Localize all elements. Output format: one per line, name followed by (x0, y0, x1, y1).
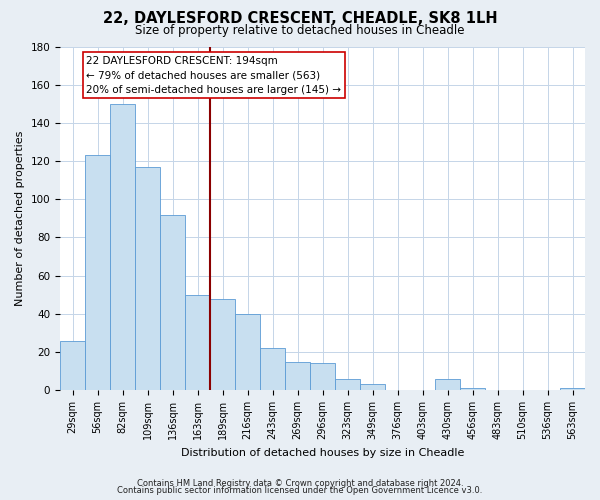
Bar (310, 364, 335, 390)
Bar (285, 362, 310, 390)
Bar (360, 384, 385, 390)
Bar (160, 214, 185, 390)
Bar (185, 294, 210, 390)
Bar (60, 340, 85, 390)
Text: Contains public sector information licensed under the Open Government Licence v3: Contains public sector information licen… (118, 486, 482, 495)
Bar (435, 378, 460, 390)
Bar (560, 388, 585, 390)
Bar (460, 388, 485, 390)
Bar (110, 104, 135, 390)
Text: Contains HM Land Registry data © Crown copyright and database right 2024.: Contains HM Land Registry data © Crown c… (137, 478, 463, 488)
Text: 22, DAYLESFORD CRESCENT, CHEADLE, SK8 1LH: 22, DAYLESFORD CRESCENT, CHEADLE, SK8 1L… (103, 11, 497, 26)
X-axis label: Distribution of detached houses by size in Cheadle: Distribution of detached houses by size … (181, 448, 464, 458)
Text: 22 DAYLESFORD CRESCENT: 194sqm
← 79% of detached houses are smaller (563)
20% of: 22 DAYLESFORD CRESCENT: 194sqm ← 79% of … (86, 56, 341, 95)
Bar (335, 378, 360, 390)
Bar (260, 348, 285, 390)
Bar (210, 298, 235, 390)
Text: Size of property relative to detached houses in Cheadle: Size of property relative to detached ho… (135, 24, 465, 37)
Bar (85, 156, 110, 390)
Y-axis label: Number of detached properties: Number of detached properties (15, 130, 25, 306)
Bar (235, 314, 260, 390)
Bar (135, 167, 160, 390)
